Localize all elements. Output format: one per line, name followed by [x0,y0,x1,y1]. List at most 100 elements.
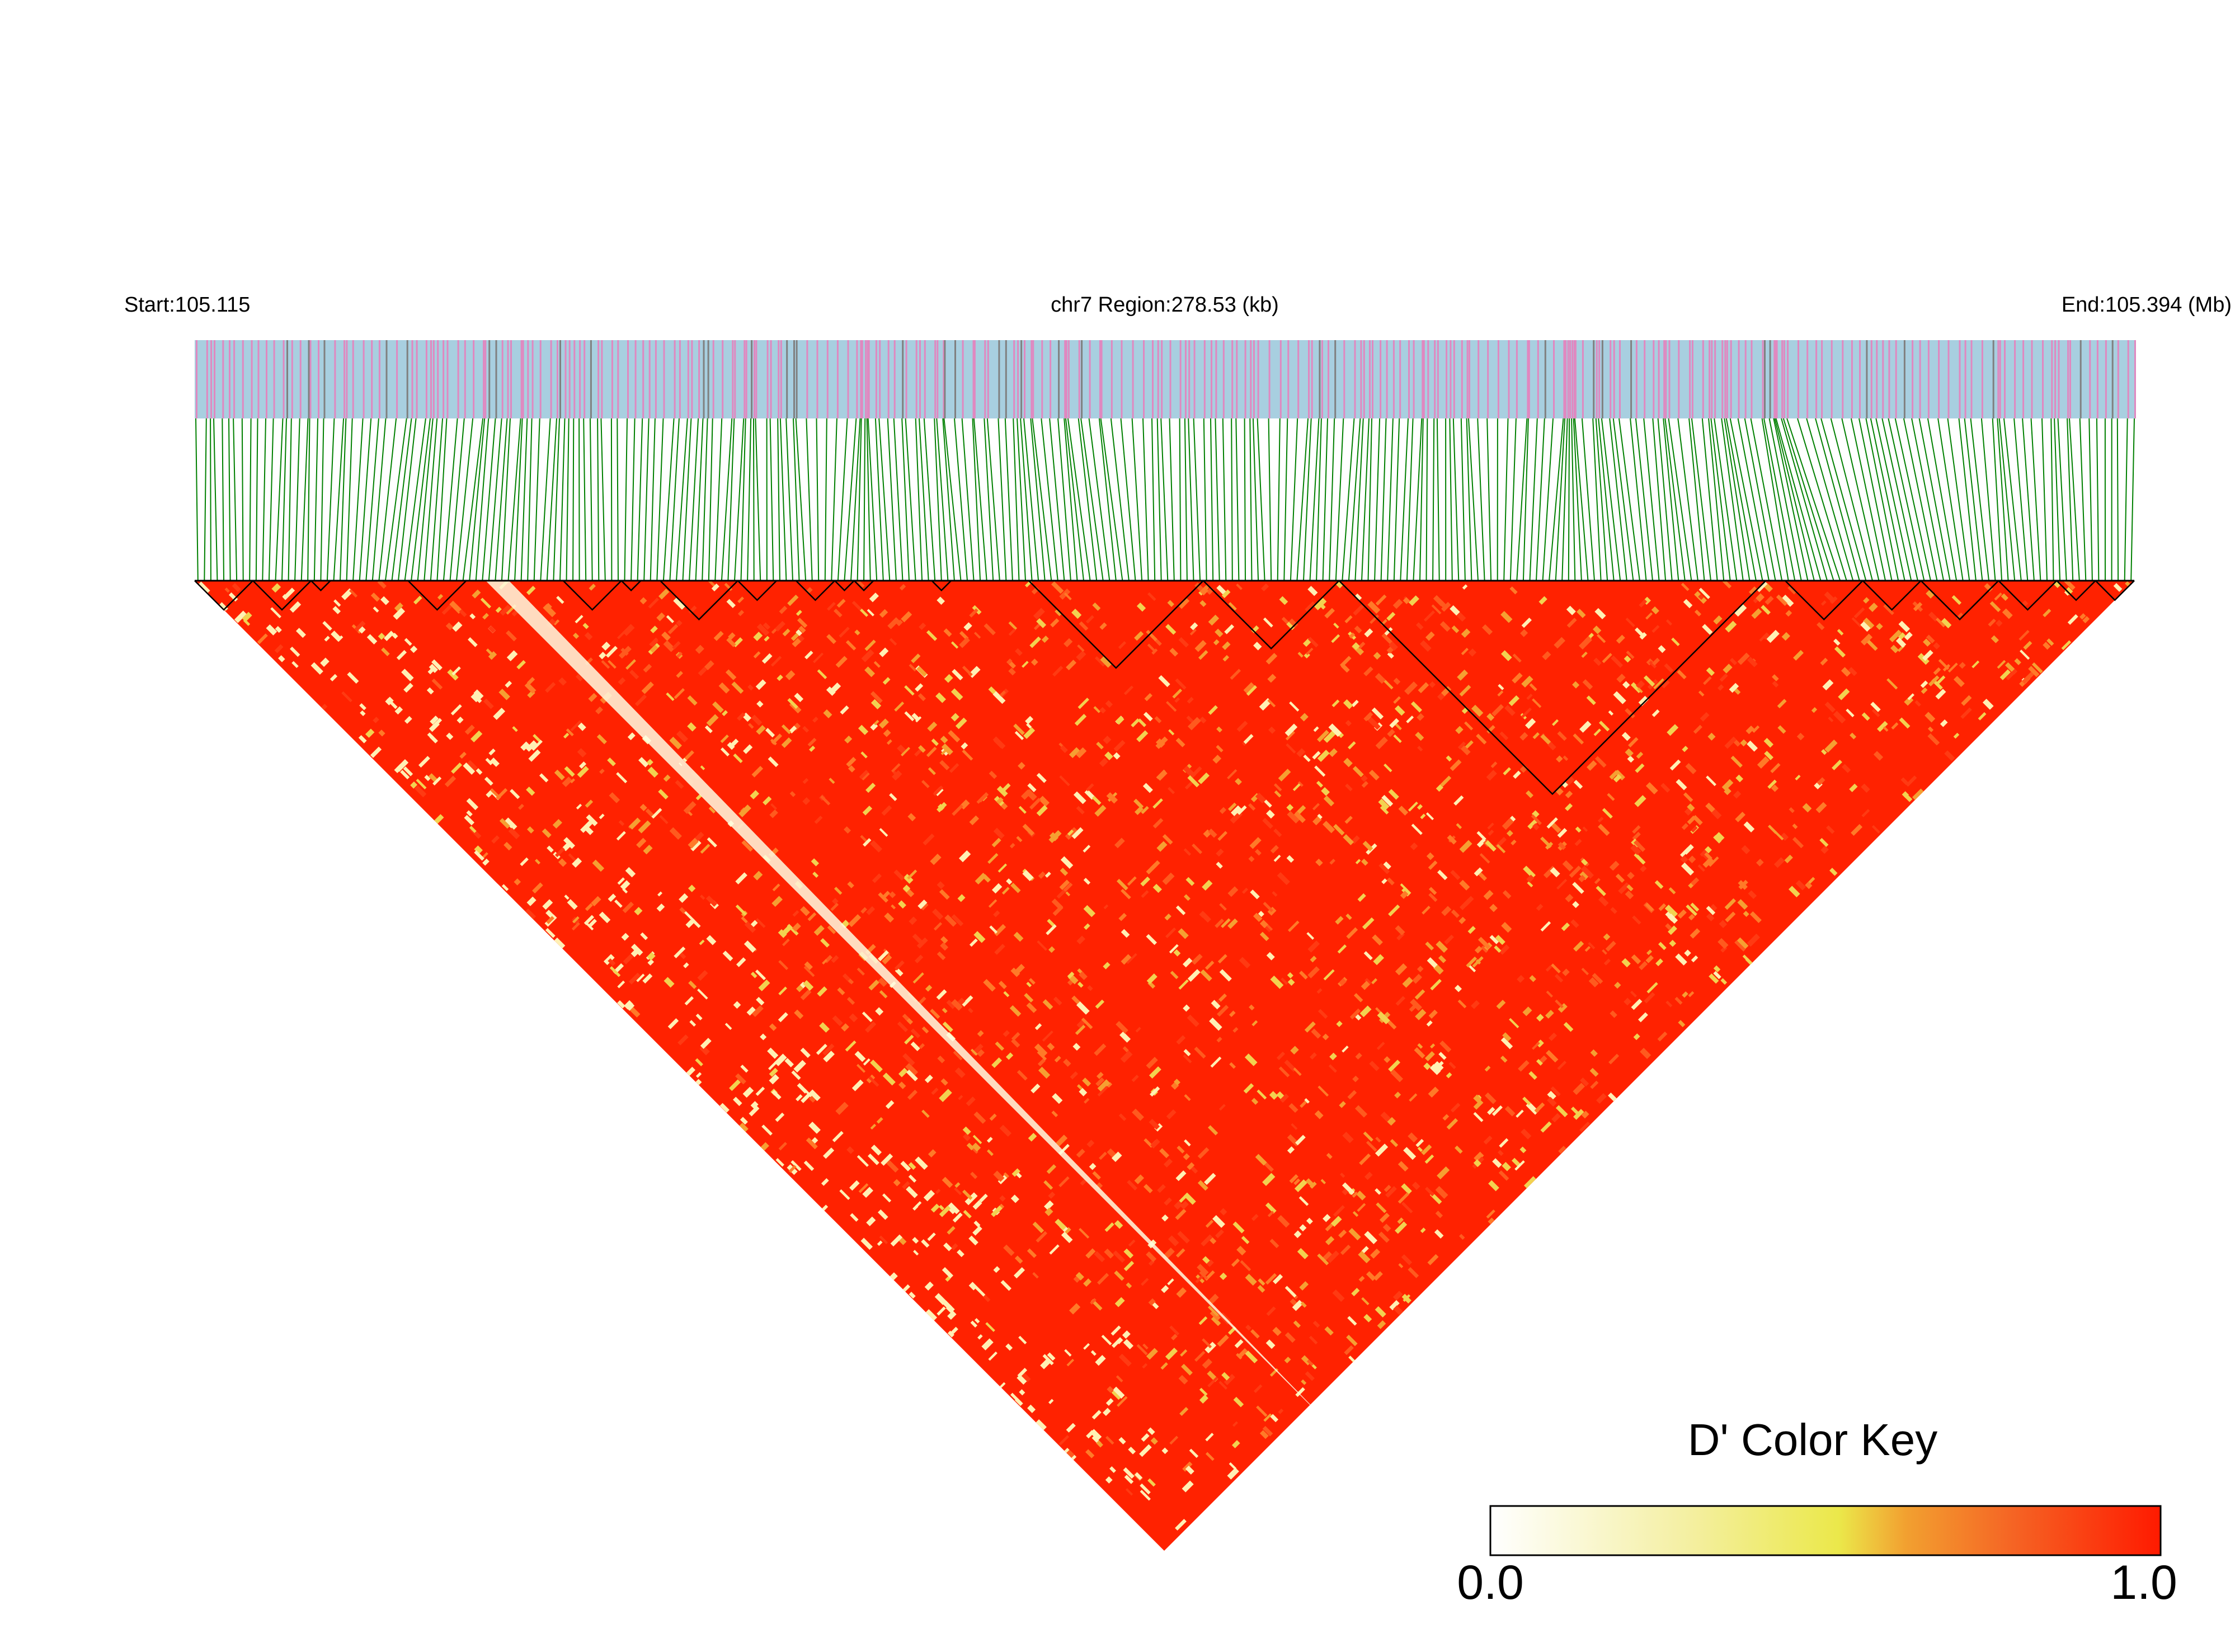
heatmap-cell [1044,1200,1054,1211]
snp-mark [1912,340,1914,418]
snp-mark [1354,340,1356,418]
heatmap-cell [788,1165,797,1173]
snp-mark [527,340,529,418]
heatmap-cell [1526,790,1533,798]
snp-mark [2014,340,2016,418]
heatmap-cell [1274,790,1282,798]
snp-connector [268,418,274,581]
heatmap-cell [1290,1298,1297,1306]
snp-mark [1032,340,1034,418]
color-key [1489,1505,2162,1556]
heatmap-cell [1147,1478,1156,1487]
snp-mark [1188,340,1191,418]
haplotype-block-outline [194,580,253,611]
heatmap-cell [891,904,896,910]
heatmap-cell [1083,1343,1090,1350]
heatmap-cell [685,919,694,928]
heatmap-cell [966,1096,976,1107]
snp-connector [578,418,580,581]
snp-connector [1503,418,1509,581]
snp-connector [404,418,426,581]
heatmap-cell [1061,1231,1073,1244]
heatmap-cell [1141,1278,1149,1286]
color-key-title: D' Color Key [1687,1415,1938,1465]
heatmap-cell [1163,1158,1173,1168]
snp-mark [1308,340,1310,418]
heatmap-cell [835,1102,849,1116]
heatmap-cell [1371,978,1377,985]
heatmap-cell [756,623,770,636]
snp-mark [1992,340,1994,418]
snp-mark [1380,340,1382,418]
heatmap-cell [1700,712,1710,722]
snp-mark [1762,340,1764,418]
heatmap-cell [1658,942,1667,950]
heatmap-cell [1033,608,1045,620]
heatmap-cell [881,1153,893,1166]
heatmap-cell [1851,617,1862,628]
snp-mark [1099,340,1101,418]
heatmap-cell [1484,1065,1491,1072]
heatmap-cell [1725,911,1736,923]
heatmap-cell [1745,725,1754,735]
heatmap-cell [1085,1449,1095,1458]
heatmap-cell [904,1034,914,1044]
snp-connector [1911,418,1945,581]
snp-mark [222,340,224,418]
snp-mark [464,340,466,418]
heatmap-cell [1312,1320,1320,1328]
heatmap-cell [1655,958,1663,967]
heatmap-cell [802,726,810,733]
heatmap-cell [1665,619,1673,626]
heatmap-cell [1430,1043,1436,1049]
snp-mark [1005,340,1007,418]
heatmap-cell [524,682,537,694]
heatmap-cell [310,662,323,675]
snp-connector [1486,418,1492,581]
heatmap-cell [584,632,593,641]
heatmap-cell [291,661,299,669]
heatmap-cell [1187,1014,1199,1027]
heatmap-cell [1735,774,1744,783]
heatmap-cell [1747,656,1758,667]
heatmap-cell [881,805,892,816]
heatmap-cell [1213,639,1220,646]
heatmap-cell [1345,720,1352,727]
heatmap-cell [898,1081,906,1089]
snp-connector [365,418,379,581]
heatmap-cell [552,818,562,829]
heatmap-cell [761,653,773,664]
heatmap-cell [1381,633,1394,645]
heatmap-cell [1182,1480,1194,1493]
heatmap-cell [599,768,605,774]
heatmap-cell [1003,1030,1010,1037]
snp-mark [251,340,253,418]
heatmap-cell [764,636,770,642]
heatmap-cell [1521,1128,1532,1140]
heatmap-cell [1198,772,1210,784]
heatmap-cell [1072,1043,1081,1051]
snp-connector [1865,418,1899,581]
heatmap-cell [909,916,917,925]
heatmap-cell [1116,1375,1123,1382]
heatmap-cell [1833,710,1846,724]
heatmap-cell [944,674,953,683]
heatmap-cell [1182,1461,1193,1472]
heatmap-cell [806,1137,818,1150]
snp-mark [1013,340,1015,418]
heatmap-cell [769,1023,777,1031]
heatmap-cell [553,937,566,949]
heatmap-cell [1123,685,1134,695]
heatmap-cell [1389,1300,1400,1311]
heatmap-cell [1573,733,1584,745]
heatmap-cell [1169,647,1179,657]
heatmap-cell [1724,898,1737,910]
heatmap-cell [1239,957,1251,969]
snp-mark [1065,340,1067,418]
heatmap-cell [1197,1147,1210,1159]
heatmap-cell [642,973,653,984]
heatmap-cell [1516,1109,1524,1118]
heatmap-cell [1112,1386,1125,1399]
snp-connector [391,418,412,581]
haplotype-block-outline [562,580,622,611]
